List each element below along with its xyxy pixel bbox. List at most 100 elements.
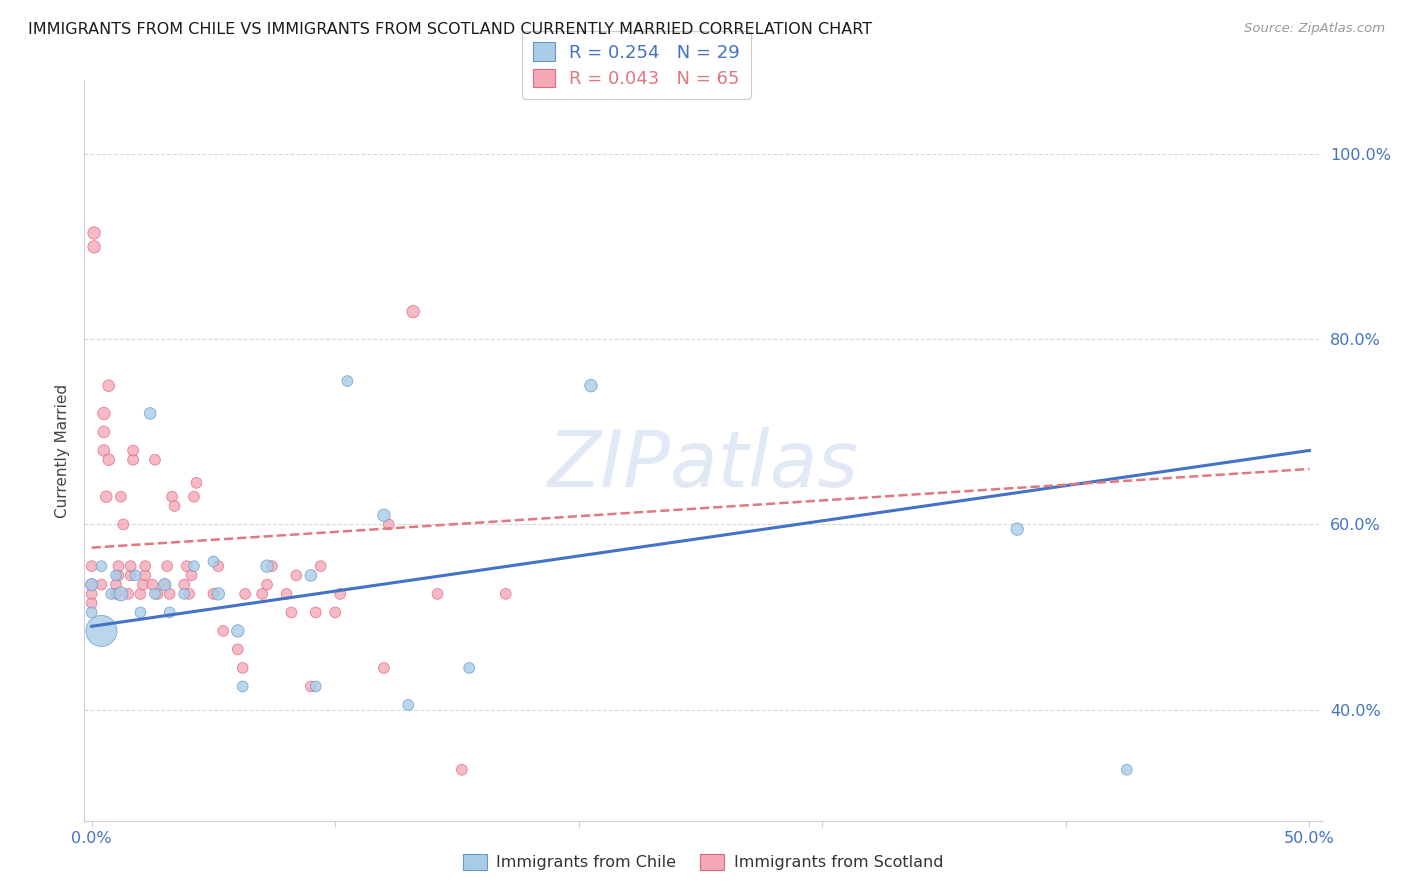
Point [143,587,166,601]
Point [495,587,517,601]
Y-axis label: Currently Married: Currently Married [55,384,70,517]
Point [80,559,103,574]
Point [256,559,278,574]
Point [100,587,122,601]
Point [112,517,135,532]
Point [373,661,395,675]
Point [323,606,346,620]
Point [146,587,169,601]
Point [183,490,205,504]
Point [159,606,181,620]
Point [80,577,103,591]
Point [276,587,298,601]
Point [93,407,115,421]
Point [153,577,176,591]
Point [120,559,142,574]
Point [120,568,142,582]
Point [156,559,179,574]
Point [93,443,115,458]
Point [105,577,128,591]
Point [96,490,118,504]
Point [97,452,120,467]
Point [80,587,103,601]
Point [183,559,205,574]
Point [159,587,181,601]
Point [153,577,176,591]
Point [90,559,112,574]
Point [207,587,229,601]
Point [83,226,105,240]
Point [122,443,145,458]
Text: ZIPatlas: ZIPatlas [547,427,859,503]
Point [305,680,328,694]
Point [378,517,401,532]
Point [139,407,162,421]
Point [202,587,225,601]
Text: IMMIGRANTS FROM CHILE VS IMMIGRANTS FROM SCOTLAND CURRENTLY MARRIED CORRELATION : IMMIGRANTS FROM CHILE VS IMMIGRANTS FROM… [28,22,872,37]
Point [226,642,249,657]
Point [107,559,129,574]
Point [207,559,229,574]
Point [256,577,278,591]
Point [107,568,129,582]
Point [426,587,449,601]
Point [117,587,139,601]
Point [579,378,602,392]
Point [232,661,254,675]
Point [93,425,115,439]
Point [329,587,352,601]
Point [336,374,359,388]
Point [260,559,283,574]
Text: Source: ZipAtlas.com: Source: ZipAtlas.com [1244,22,1385,36]
Legend: Immigrants from Chile, Immigrants from Scotland: Immigrants from Chile, Immigrants from S… [457,847,949,877]
Point [122,452,145,467]
Point [97,378,120,392]
Point [373,508,395,523]
Point [105,587,128,601]
Point [83,240,105,254]
Point [212,624,235,638]
Point [173,587,195,601]
Point [80,596,103,610]
Point [143,452,166,467]
Point [1005,522,1028,536]
Point [451,763,474,777]
Point [280,606,302,620]
Point [129,587,152,601]
Point [285,568,308,582]
Point [396,698,419,712]
Point [132,577,155,591]
Point [309,559,332,574]
Point [202,554,225,569]
Point [299,680,322,694]
Point [124,568,146,582]
Point [402,304,425,318]
Point [180,568,202,582]
Point [186,475,208,490]
Point [80,606,103,620]
Point [80,577,103,591]
Point [232,680,254,694]
Point [226,624,249,638]
Point [160,490,183,504]
Point [177,587,200,601]
Point [173,577,195,591]
Point [142,577,165,591]
Point [458,661,481,675]
Point [1115,763,1137,777]
Point [110,490,132,504]
Point [134,568,156,582]
Point [134,559,156,574]
Point [105,568,128,582]
Point [163,499,186,513]
Point [129,606,152,620]
Point [250,587,273,601]
Point [305,606,328,620]
Point [299,568,322,582]
Point [233,587,256,601]
Point [90,624,112,638]
Point [90,577,112,591]
Legend: R = 0.254   N = 29, R = 0.043   N = 65: R = 0.254 N = 29, R = 0.043 N = 65 [522,31,751,99]
Point [110,587,132,601]
Point [176,559,198,574]
